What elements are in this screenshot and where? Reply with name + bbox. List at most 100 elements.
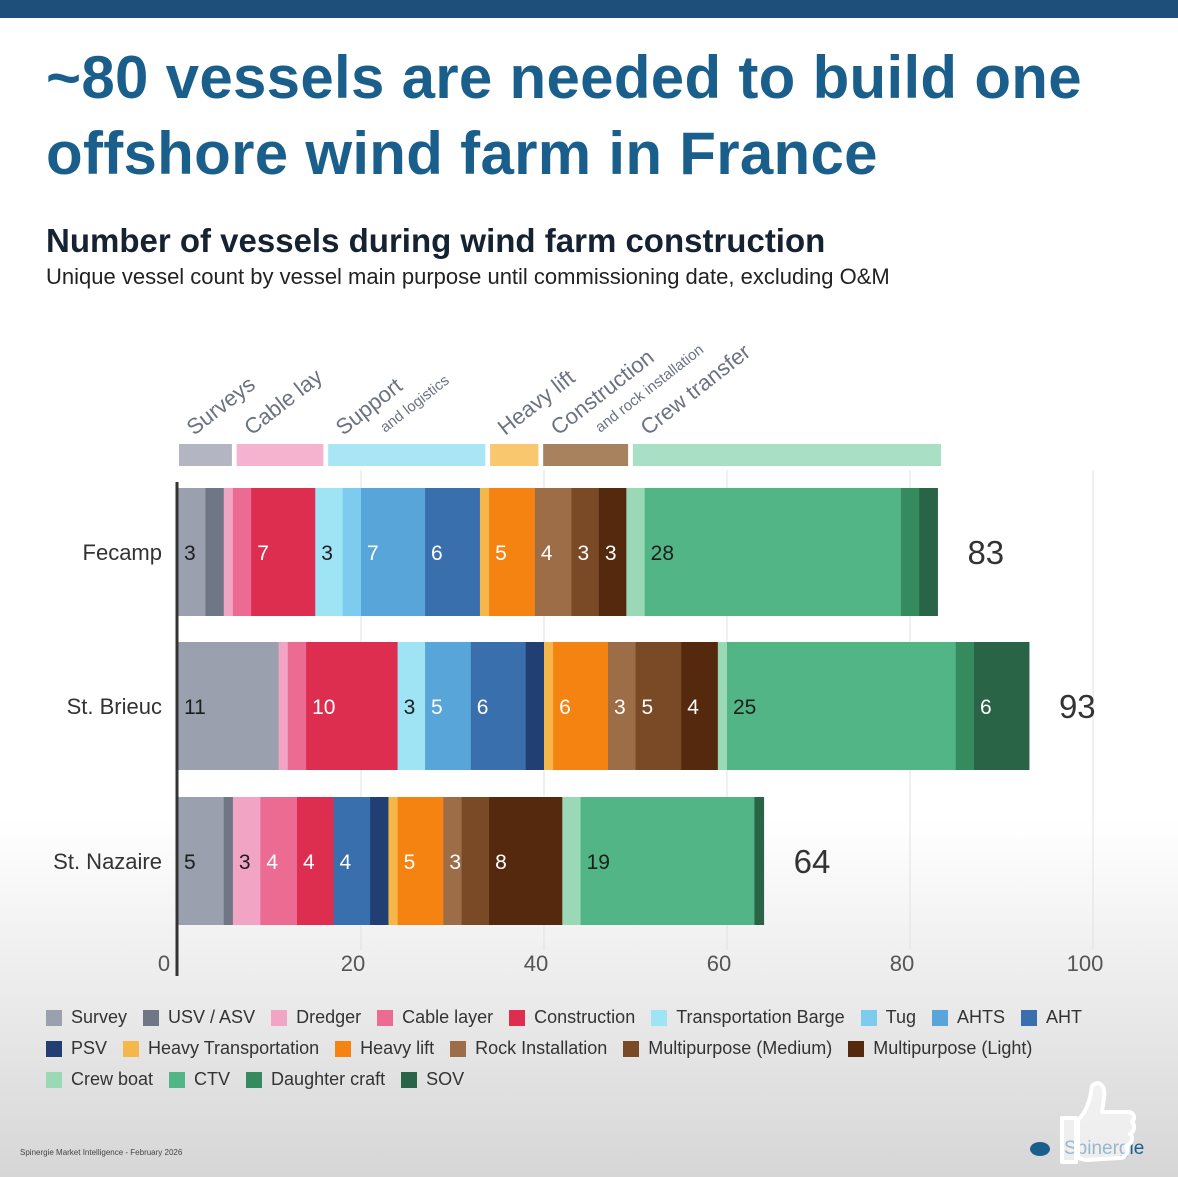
bar-segment-st-nazaire-construction xyxy=(296,797,335,925)
group-label-1: Cable lay xyxy=(239,364,327,440)
legend-row: Survey USV / ASV Dredger Cable layer Constru… xyxy=(46,1002,1156,1033)
bar-segment-st-brieuc-construction xyxy=(306,642,399,770)
legend-item: Crew boat xyxy=(46,1069,153,1090)
bar-segment-st-brieuc-survey xyxy=(178,642,280,770)
bar-segment-fecamp-rock-installation xyxy=(534,488,572,616)
bar-segment-st-nazaire-crew-boat xyxy=(562,797,582,925)
segment-label: 3 xyxy=(404,696,416,719)
legend-label: Survey xyxy=(71,1007,128,1027)
legend-label: Daughter craft xyxy=(271,1069,386,1089)
segment-label: 5 xyxy=(642,696,654,719)
segment-label: 3 xyxy=(184,542,196,565)
bar-segment-st-brieuc-heavy-transportation xyxy=(544,642,554,770)
segment-label: 5 xyxy=(404,851,416,874)
legend-row: Crew boat CTV Daughter craft SOV xyxy=(46,1064,1156,1095)
bar-segment-fecamp-sov xyxy=(919,488,938,616)
total-label: 64 xyxy=(794,843,831,880)
legend-label: Rock Installation xyxy=(475,1038,608,1058)
x-tick-label: 0 xyxy=(158,951,170,976)
bar-segment-fecamp-multipurpose-light- xyxy=(598,488,627,616)
brand-eye-icon xyxy=(1030,1142,1050,1156)
category-label: St. Brieuc xyxy=(67,694,162,719)
top-bar xyxy=(0,0,1178,18)
group-bar-1 xyxy=(236,444,324,466)
legend-swatch xyxy=(450,1040,467,1057)
segment-label: 11 xyxy=(184,696,206,719)
bar-segment-st-brieuc-multipurpose-light- xyxy=(681,642,719,770)
legend-item: Daughter craft xyxy=(246,1069,385,1090)
bar-segment-st-nazaire-sov xyxy=(754,797,765,925)
bar-segment-st-nazaire-heavy-transportation xyxy=(388,797,399,925)
bar-segment-st-brieuc-multipurpose-medium- xyxy=(635,642,682,770)
bar-segment-st-nazaire-dredger xyxy=(232,797,261,925)
total-label: 93 xyxy=(1059,688,1096,725)
legend-item: Rock Installation xyxy=(450,1038,607,1059)
legend-item: Multipurpose (Medium) xyxy=(623,1038,832,1059)
bar-segment-fecamp-cable-layer xyxy=(232,488,252,616)
legend-swatch xyxy=(46,1040,62,1057)
chart-title: Number of vessels during wind farm const… xyxy=(46,222,826,259)
legend-item: PSV xyxy=(46,1038,107,1059)
legend-label: Multipurpose (Light) xyxy=(873,1038,1033,1058)
legend-label: CTV xyxy=(194,1069,231,1089)
segment-label: 6 xyxy=(431,542,443,565)
bar-segment-fecamp-dredger xyxy=(223,488,234,616)
bar-segment-fecamp-daughter-craft xyxy=(900,488,920,616)
segment-label: 4 xyxy=(266,851,278,874)
legend-item: AHTS xyxy=(932,1007,1005,1028)
bar-segment-fecamp-ctv xyxy=(644,488,902,616)
bar-segment-st-brieuc-cable-layer xyxy=(287,642,307,770)
bar-segment-fecamp-ahts xyxy=(361,488,426,616)
group-bar-3 xyxy=(490,444,539,466)
bar-segment-fecamp-multipurpose-medium- xyxy=(571,488,600,616)
bar-segment-fecamp-aht xyxy=(425,488,481,616)
legend-label: PSV xyxy=(71,1038,108,1058)
segment-label: 5 xyxy=(495,542,507,565)
bar-segment-st-brieuc-dredger xyxy=(278,642,289,770)
category-label: Fecamp xyxy=(83,540,162,565)
bar-segment-st-brieuc-aht xyxy=(470,642,527,770)
legend-swatch xyxy=(377,1009,394,1026)
segment-label: 3 xyxy=(577,542,589,565)
bar-segment-fecamp-survey xyxy=(178,488,206,616)
bar-segment-fecamp-crew-boat xyxy=(626,488,646,616)
legend-label: AHT xyxy=(1046,1007,1083,1027)
legend-item: Heavy lift xyxy=(335,1038,434,1059)
legend-swatch xyxy=(246,1071,263,1088)
bar-segment-st-nazaire-psv xyxy=(370,797,389,925)
bar-segment-st-brieuc-psv xyxy=(525,642,545,770)
bar-segment-fecamp-heavy-lift xyxy=(489,488,536,616)
group-bar-5 xyxy=(632,444,942,466)
segment-label: 4 xyxy=(303,851,315,874)
segment-label: 5 xyxy=(431,696,443,719)
group-bar-2 xyxy=(328,444,486,466)
x-tick-label: 60 xyxy=(707,951,731,976)
segment-label: 7 xyxy=(367,542,379,565)
segment-label: 3 xyxy=(614,696,626,719)
legend-swatch xyxy=(169,1071,186,1088)
bar-segment-st-nazaire-heavy-lift xyxy=(397,797,444,925)
segment-label: 3 xyxy=(605,542,617,565)
legend-label: Tug xyxy=(885,1007,917,1027)
bar-segment-st-nazaire-usv-asv xyxy=(223,797,234,925)
segment-label: 4 xyxy=(541,542,553,565)
bar-segment-st-nazaire-rock-installation xyxy=(443,797,463,925)
legend-label: Multipurpose (Medium) xyxy=(648,1038,833,1058)
x-tick-label: 40 xyxy=(524,951,548,976)
bar-segment-st-nazaire-aht xyxy=(333,797,371,925)
thumbs-up-icon[interactable] xyxy=(1052,1078,1136,1166)
bar-segment-st-nazaire-multipurpose-medium- xyxy=(461,797,490,925)
segment-label: 3 xyxy=(449,851,461,874)
bar-segment-fecamp-tug xyxy=(342,488,362,616)
bar-segment-fecamp-usv-asv xyxy=(205,488,225,616)
legend-item: Tug xyxy=(860,1007,917,1028)
legend-swatch xyxy=(651,1009,668,1026)
segment-label: 4 xyxy=(340,851,352,874)
bar-segment-st-brieuc-daughter-craft xyxy=(955,642,975,770)
x-tick-label: 20 xyxy=(341,951,365,976)
bar-segment-st-brieuc-ahts xyxy=(425,642,472,770)
legend-swatch xyxy=(932,1009,949,1026)
legend-item: Cable layer xyxy=(377,1007,493,1028)
x-tick-label: 80 xyxy=(890,951,914,976)
legend-swatch xyxy=(46,1071,62,1088)
